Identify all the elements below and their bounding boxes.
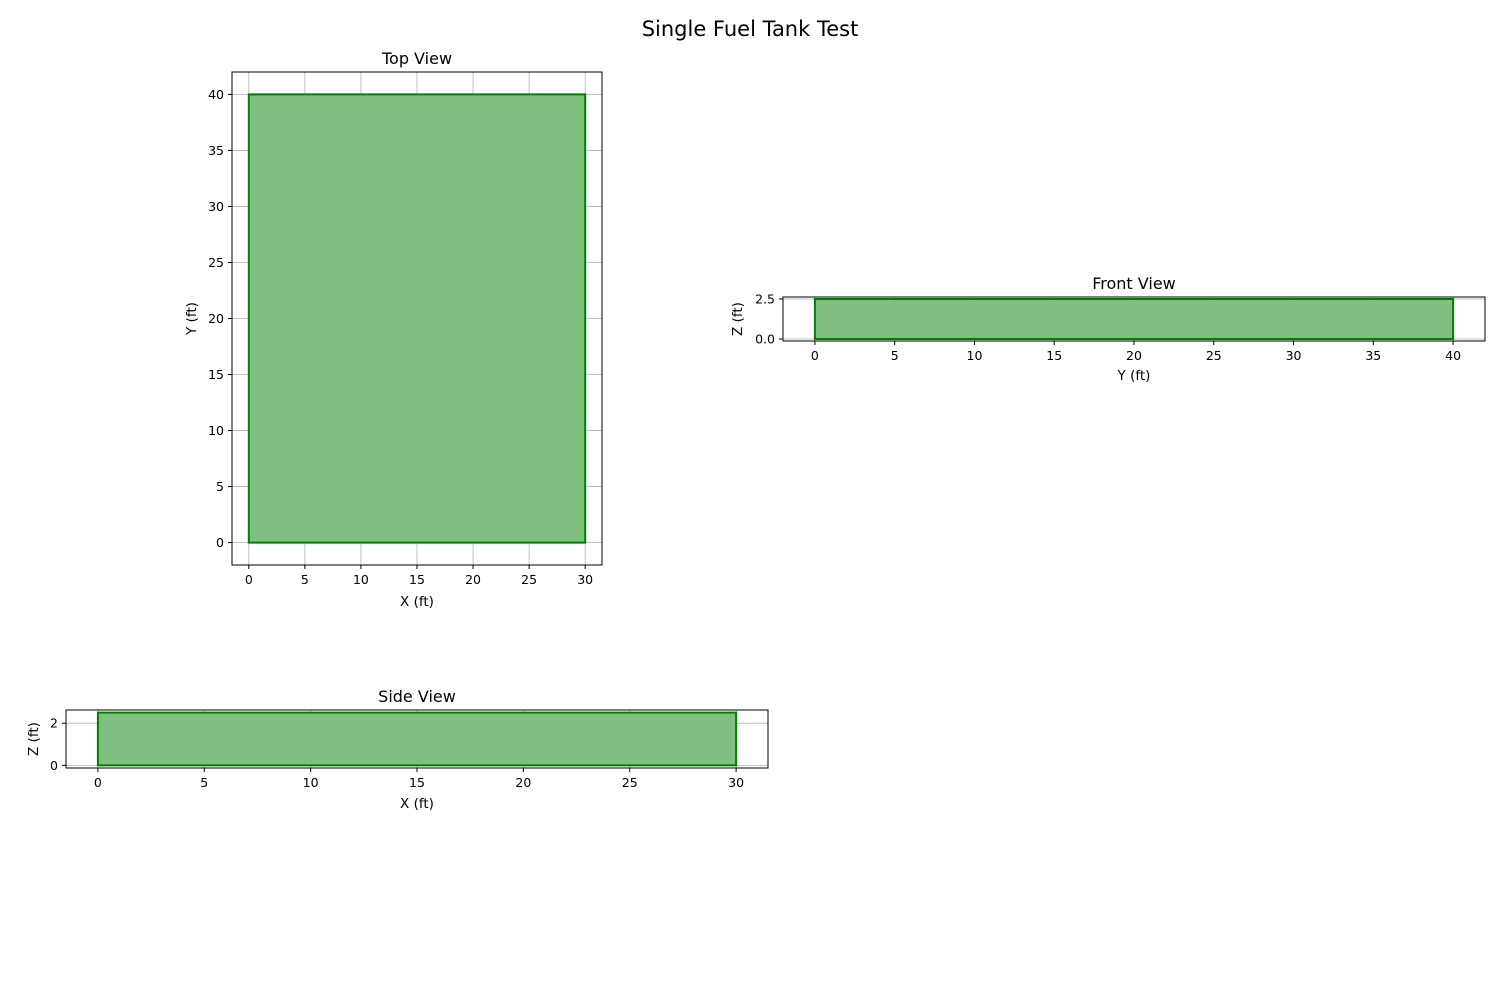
x-tick-label: 25: [521, 572, 537, 587]
x-tick-label: 10: [967, 348, 983, 363]
x-tick-label: 25: [1206, 348, 1222, 363]
y-tick-label: 20: [208, 311, 224, 326]
top-view-title: Top View: [381, 49, 452, 68]
tank-fill: [248, 94, 586, 543]
x-tick-label: 0: [811, 348, 819, 363]
y-tick-label: 0.0: [755, 332, 775, 347]
y-axis-label: Z (ft): [26, 722, 42, 756]
y-tick-label: 0: [216, 535, 224, 550]
x-tick-label: 0: [245, 572, 253, 587]
x-tick-label: 20: [515, 775, 531, 790]
x-axis-label: Y (ft): [1117, 368, 1151, 384]
y-tick-label: 10: [208, 423, 224, 438]
y-tick-label: 5: [216, 479, 224, 494]
front-view-panel: 0 5 10 15 20 25 30 35 40 0.0 2.5 Front View Y (ft) Z …: [730, 274, 1486, 384]
x-tick-label: 5: [301, 572, 309, 587]
x-tick-label: 25: [622, 775, 638, 790]
y-tick-label: 35: [208, 143, 224, 158]
x-tick-label: 10: [303, 775, 319, 790]
x-tick-label: 5: [891, 348, 899, 363]
x-tick-label: 20: [1126, 348, 1142, 363]
tank-outline: [247, 93, 587, 544]
tank-fill: [97, 712, 737, 766]
y-tick-label: 25: [208, 255, 224, 270]
front-view-title: Front View: [1092, 274, 1176, 293]
y-tick-label: 0: [50, 758, 58, 773]
x-tick-label: 30: [577, 572, 593, 587]
x-tick-label: 5: [200, 775, 208, 790]
side-view-title: Side View: [378, 687, 456, 706]
y-axis-label: Y (ft): [184, 302, 200, 336]
x-axis-label: X (ft): [400, 594, 434, 610]
y-tick-label: 30: [208, 199, 224, 214]
x-tick-label: 0: [94, 775, 102, 790]
y-axis-label: Z (ft): [730, 302, 746, 336]
y-tick-label: 2: [50, 716, 58, 731]
x-tick-label: 15: [409, 775, 425, 790]
x-tick-label: 10: [353, 572, 369, 587]
top-view-panel: 0 5 10 15 20 25 30 0 5 10 15 20 25 30 35 40 Top View X (f…: [184, 49, 603, 610]
x-tick-label: 35: [1365, 348, 1381, 363]
x-axis-label: X (ft): [400, 796, 434, 812]
tank-fill: [814, 299, 1454, 339]
tank-outline: [96, 711, 738, 767]
x-tick-label: 30: [728, 775, 744, 790]
y-tick-label: 40: [208, 87, 224, 102]
x-tick-label: 30: [1286, 348, 1302, 363]
x-tick-label: 40: [1445, 348, 1461, 363]
x-tick-label: 15: [409, 572, 425, 587]
figure-title: Single Fuel Tank Test: [642, 17, 859, 41]
x-tick-label: 15: [1046, 348, 1062, 363]
x-tick-label: 20: [465, 572, 481, 587]
y-tick-label: 2.5: [755, 292, 775, 307]
y-tick-label: 15: [208, 367, 224, 382]
side-view-panel: 0 5 10 15 20 25 30 0 2 Side View X (ft) Z (ft): [26, 687, 769, 812]
tank-outline: [813, 298, 1455, 340]
